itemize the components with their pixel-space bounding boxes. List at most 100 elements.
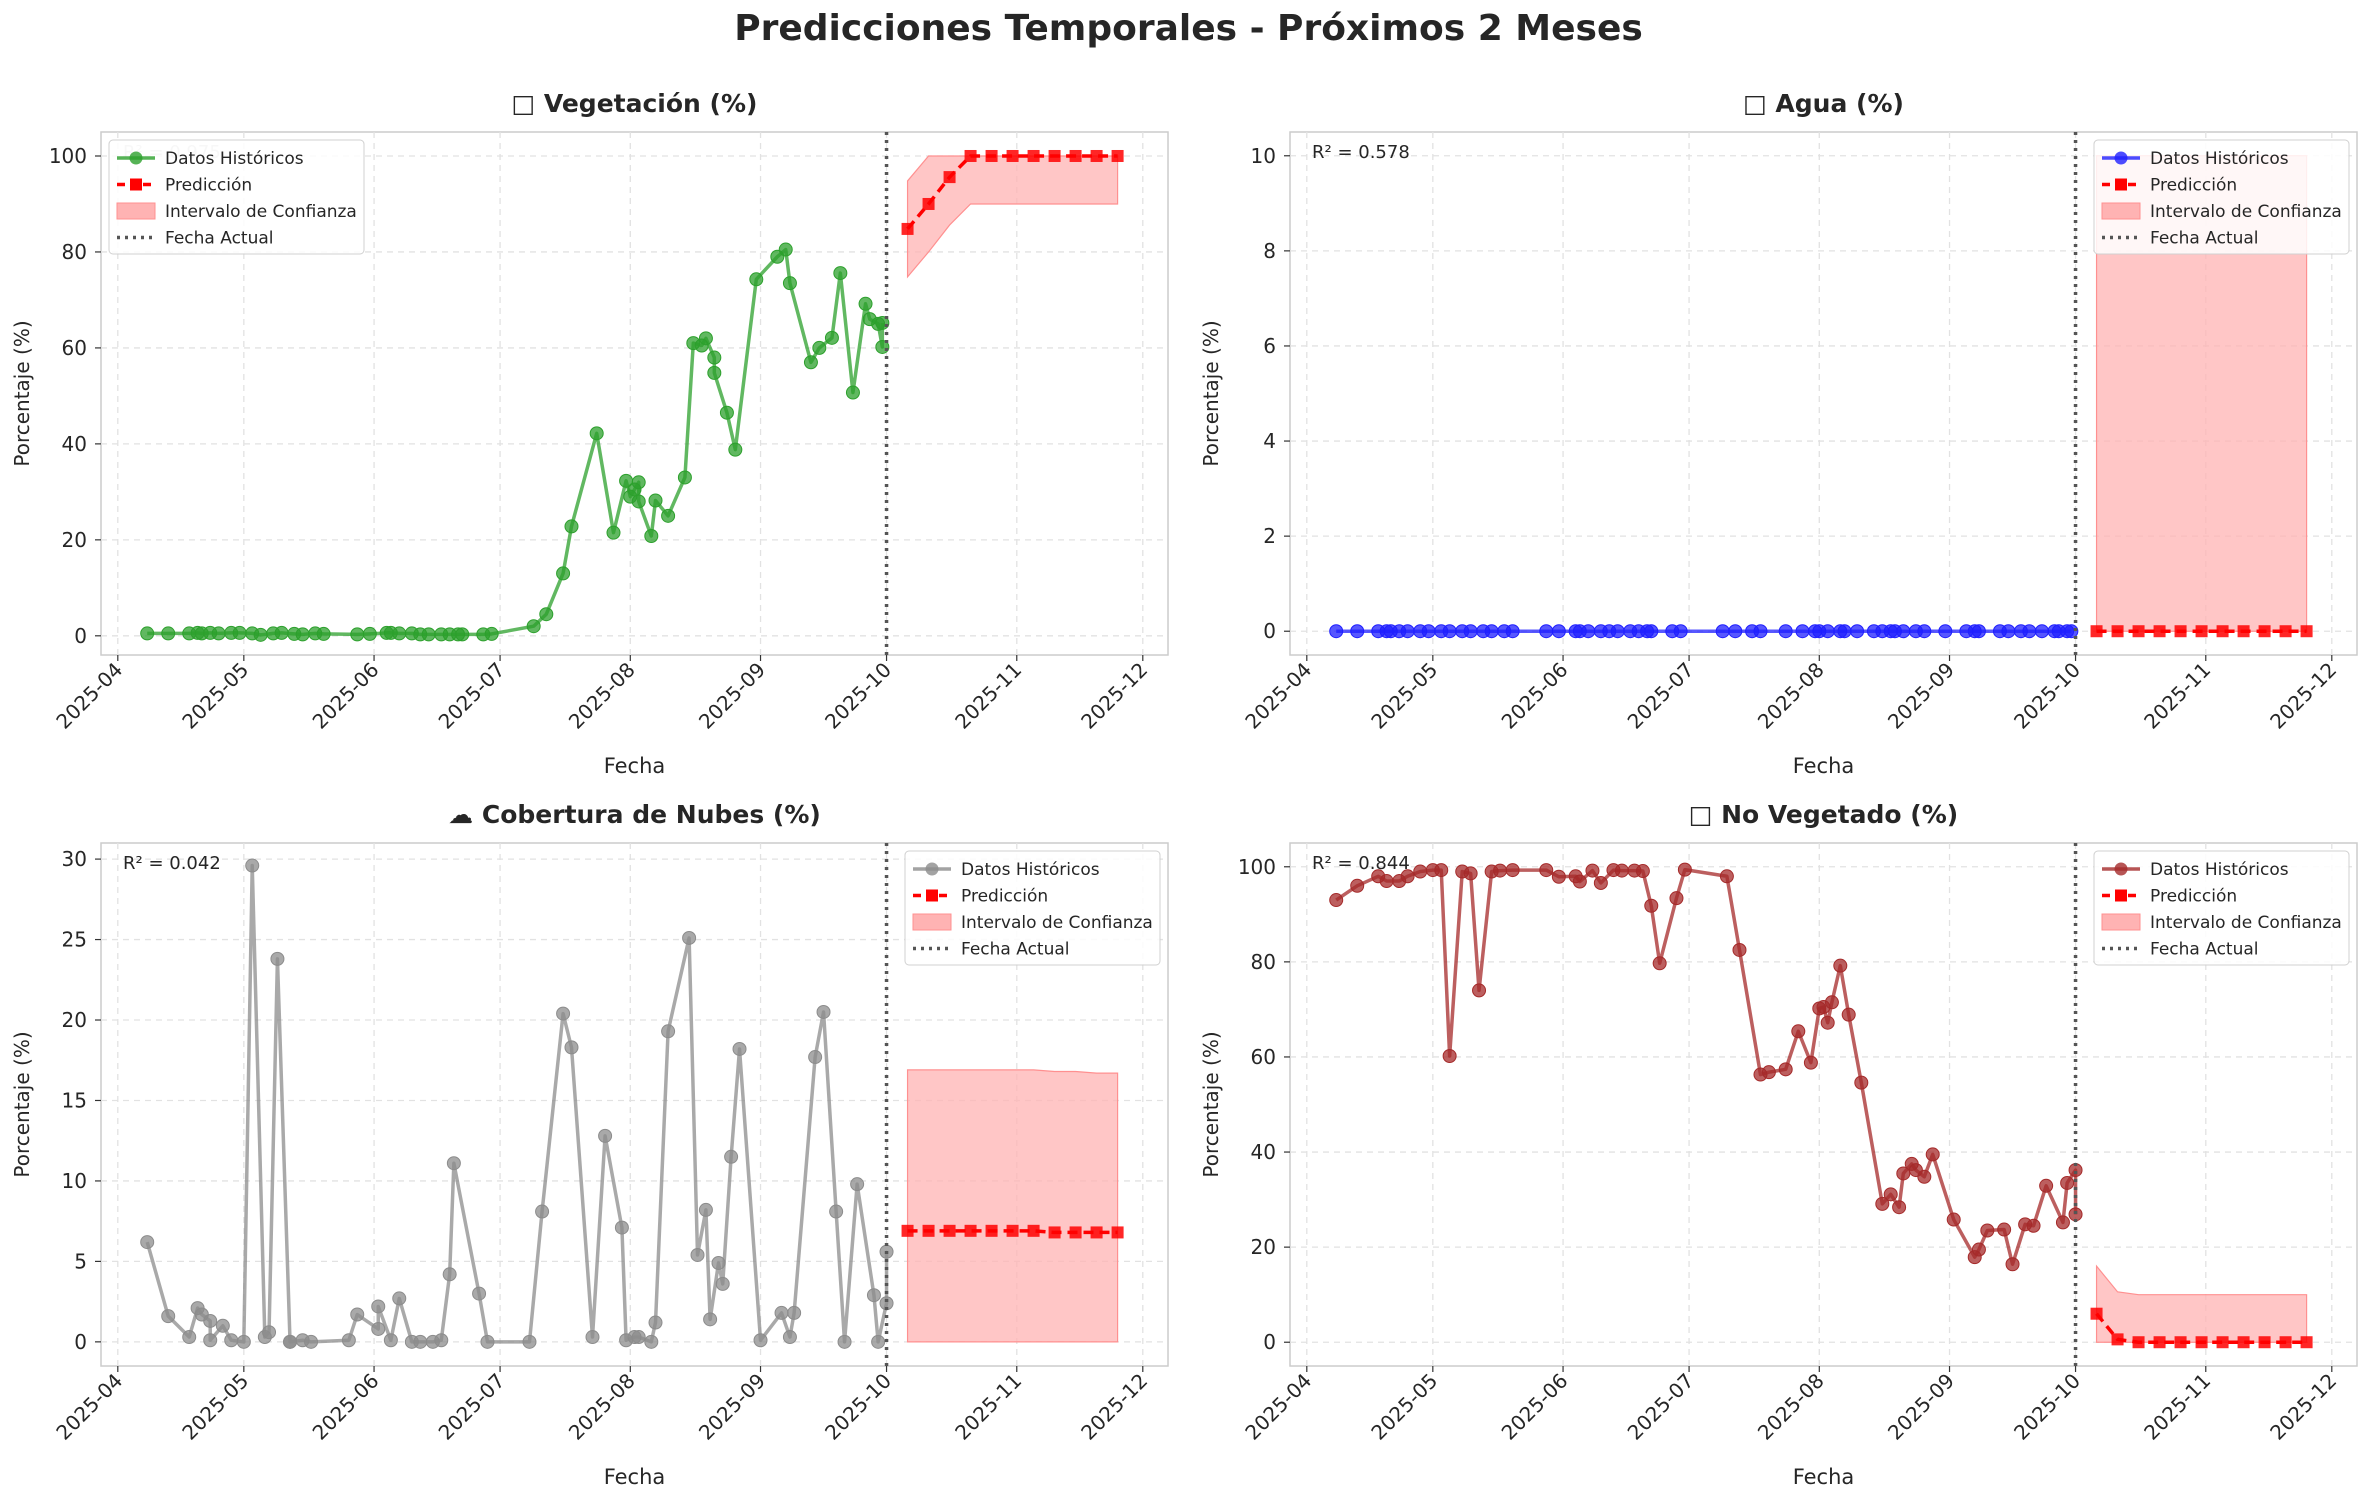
historical-point (2005, 1257, 2020, 1272)
historical-point (1614, 863, 1629, 878)
prediction-point (985, 149, 998, 162)
prediction-point (943, 1224, 956, 1237)
historical-point (858, 296, 873, 311)
historical-point (203, 1313, 218, 1328)
x-tick-label: 2025-04 (51, 658, 127, 734)
x-tick-label: 2025-11 (2139, 658, 2215, 734)
historical-point (1761, 1065, 1776, 1080)
legend-box (904, 850, 1161, 966)
x-tick-label: 2025-09 (694, 1369, 770, 1445)
historical-point (1753, 624, 1768, 639)
y-tick-label: 20 (62, 1008, 87, 1032)
prediction-point (2258, 1336, 2271, 1349)
historical-point (1892, 1200, 1907, 1215)
x-tick-label: 2025-11 (950, 1369, 1026, 1445)
r2-annotation: R² = 0.042 (123, 853, 221, 874)
historical-point (724, 1149, 739, 1164)
x-tick-label: 2025-10 (2009, 1369, 2085, 1445)
historical-point (224, 1333, 239, 1348)
historical-point (606, 525, 621, 540)
prediction-point (2279, 625, 2292, 638)
historical-point (598, 1128, 613, 1143)
x-tick-label: 2025-04 (1240, 658, 1316, 734)
historical-point (421, 627, 436, 642)
historical-point (1824, 995, 1839, 1010)
historical-point (442, 1267, 457, 1282)
x-tick-label: 2025-07 (434, 1369, 510, 1445)
historical-point (1820, 624, 1835, 639)
historical-point (1883, 1187, 1898, 1202)
historical-point (677, 470, 692, 485)
historical-point (1719, 869, 1734, 884)
historical-point (1329, 624, 1344, 639)
legend-box (2093, 850, 2350, 966)
x-tick-label: 2025-05 (177, 1369, 253, 1445)
historical-point (2026, 1218, 2041, 1233)
legend-label: Fecha Actual (165, 229, 274, 249)
legend-label: Fecha Actual (2150, 940, 2259, 960)
historical-point (648, 493, 663, 508)
legend: Datos Históricos Predicción Intervalo de C… (904, 850, 1161, 966)
prediction-point (901, 1224, 914, 1237)
legend-label: Fecha Actual (961, 940, 1070, 960)
legend-marker-prediction (2115, 178, 2127, 191)
subplot-title: □ No Vegetado (%) (1689, 800, 1958, 829)
historical-point (1400, 624, 1415, 639)
y-axis-label: Porcentaje (%) (1199, 1031, 1223, 1177)
x-tick-label: 2025-08 (564, 658, 640, 734)
prediction-point (2174, 1336, 2187, 1349)
historical-point (703, 1312, 718, 1327)
historical-point (829, 1204, 844, 1219)
prediction-point (1090, 1226, 1103, 1239)
historical-point (631, 494, 646, 509)
prediction-point (2237, 1336, 2250, 1349)
historical-point (631, 475, 646, 490)
prediction-point (2153, 625, 2166, 638)
chart-2: 0 5 10 15 20 25 30 2025-04 2025-05 2025-06 2025-07… (10, 800, 1169, 1489)
x-axis-label: Fecha (604, 1465, 666, 1489)
figure-title: Predicciones Temporales - Próximos 2 Mes… (734, 8, 1643, 49)
historical-point (434, 1333, 449, 1348)
r2-annotation: R² = 0.844 (1312, 853, 1410, 874)
x-tick-label: 2025-12 (1076, 658, 1152, 734)
x-tick-label: 2025-12 (2265, 658, 2341, 734)
legend-label: Datos Históricos (961, 860, 1100, 880)
legend: Datos Históricos Predicción Intervalo de C… (2093, 139, 2350, 255)
historical-point (690, 1247, 705, 1262)
y-tick-label: 30 (62, 847, 87, 871)
y-tick-label: 0 (74, 1330, 87, 1354)
prediction-line (906, 154, 1118, 231)
y-tick-label: 100 (1238, 855, 1276, 879)
historical-point (1715, 624, 1730, 639)
historical-point (253, 627, 268, 642)
historical-point (392, 626, 407, 641)
historical-point (1400, 869, 1415, 884)
historical-point (564, 519, 579, 534)
historical-point (1572, 874, 1587, 889)
x-tick-label: 2025-11 (950, 658, 1026, 734)
historical-point (837, 1334, 852, 1349)
x-axis-label: Fecha (604, 754, 666, 778)
historical-point (1421, 624, 1436, 639)
historical-point (1925, 1147, 1940, 1162)
historical-point (2022, 624, 2037, 639)
legend-label: Datos Históricos (2150, 860, 2289, 880)
historical-point (1854, 1075, 1869, 1090)
historical-point (526, 619, 541, 634)
historical-point (1463, 624, 1478, 639)
historical-point (1350, 624, 1365, 639)
historical-point (1413, 864, 1428, 879)
x-tick-label: 2025-10 (820, 658, 896, 734)
x-tick-label: 2025-08 (564, 1369, 640, 1445)
historical-point (749, 272, 764, 287)
y-axis-label: Porcentaje (%) (1199, 320, 1223, 466)
historical-point (782, 276, 797, 291)
r2-annotation: R² = 0.578 (1312, 142, 1410, 163)
prediction-point (2258, 625, 2271, 638)
historical-point (787, 1305, 802, 1320)
prediction-point (964, 149, 977, 162)
historical-point (1778, 1062, 1793, 1077)
historical-point (140, 1235, 155, 1250)
prediction-point (2153, 1336, 2166, 1349)
